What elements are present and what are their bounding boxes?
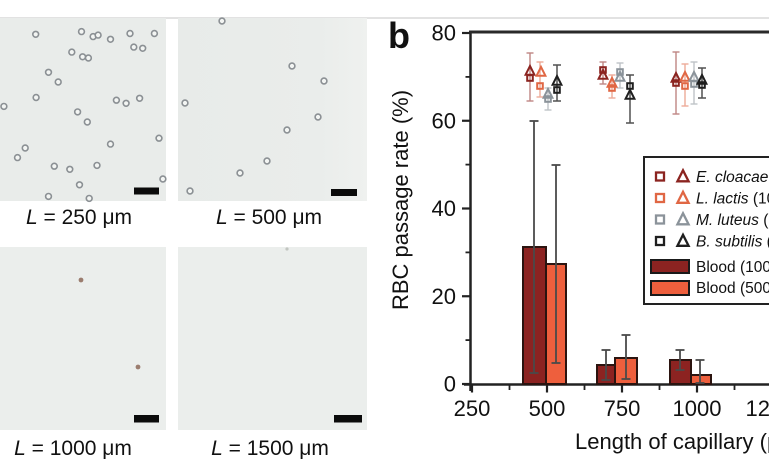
svg-text:60: 60: [432, 108, 456, 133]
svg-text:M. luteus (1: M. luteus (1: [696, 212, 769, 229]
svg-text:500: 500: [529, 396, 566, 421]
svg-text:1000: 1000: [673, 396, 722, 421]
svg-text:Blood (100 μm): Blood (100 μm): [696, 259, 769, 276]
svg-text:L. lactis (10: L. lactis (10: [696, 191, 769, 208]
svg-text:L = 250 μm: L = 250 μm: [26, 206, 132, 229]
svg-text:0: 0: [444, 372, 456, 397]
svg-text:L = 1500 μm: L = 1500 μm: [211, 437, 329, 460]
svg-text:L = 1000 μm: L = 1000 μm: [14, 437, 132, 460]
svg-text:1250: 1250: [746, 396, 769, 421]
svg-text:L = 500 μm: L = 500 μm: [216, 206, 322, 229]
svg-text:250: 250: [454, 396, 491, 421]
svg-text:E. cloacae (1: E. cloacae (1: [696, 169, 769, 186]
svg-text:40: 40: [432, 196, 456, 221]
svg-text:RBC passage rate (%): RBC passage rate (%): [388, 90, 413, 310]
svg-text:B. subtilis (1: B. subtilis (1: [696, 234, 769, 251]
svg-text:80: 80: [432, 21, 456, 46]
svg-text:Blood (500 μm): Blood (500 μm): [696, 280, 769, 297]
svg-text:750: 750: [604, 396, 641, 421]
svg-text:b: b: [388, 15, 410, 56]
svg-text:Length of capillary (μm): Length of capillary (μm): [575, 429, 769, 454]
svg-text:20: 20: [432, 284, 456, 309]
